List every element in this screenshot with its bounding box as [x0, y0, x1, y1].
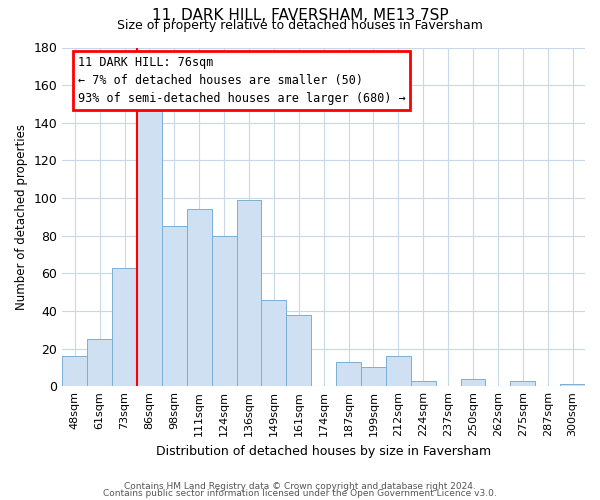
Text: Contains HM Land Registry data © Crown copyright and database right 2024.: Contains HM Land Registry data © Crown c… [124, 482, 476, 491]
Bar [461, 378, 485, 386]
Text: 11, DARK HILL, FAVERSHAM, ME13 7SP: 11, DARK HILL, FAVERSHAM, ME13 7SP [152, 8, 448, 22]
Y-axis label: Number of detached properties: Number of detached properties [15, 124, 28, 310]
Text: Size of property relative to detached houses in Faversham: Size of property relative to detached ho… [117, 18, 483, 32]
Bar [212, 236, 236, 386]
Bar [87, 339, 112, 386]
Text: Contains public sector information licensed under the Open Government Licence v3: Contains public sector information licen… [103, 489, 497, 498]
Bar [62, 356, 87, 386]
Bar [560, 384, 585, 386]
Bar [336, 362, 361, 386]
X-axis label: Distribution of detached houses by size in Faversham: Distribution of detached houses by size … [156, 444, 491, 458]
Bar [187, 210, 212, 386]
Bar [162, 226, 187, 386]
Bar [411, 380, 436, 386]
Bar [236, 200, 262, 386]
Bar [112, 268, 137, 386]
Bar [137, 112, 162, 386]
Bar [286, 314, 311, 386]
Bar [361, 368, 386, 386]
Bar [511, 380, 535, 386]
Bar [262, 300, 286, 386]
Bar [386, 356, 411, 386]
Text: 11 DARK HILL: 76sqm
← 7% of detached houses are smaller (50)
93% of semi-detache: 11 DARK HILL: 76sqm ← 7% of detached hou… [78, 56, 406, 105]
